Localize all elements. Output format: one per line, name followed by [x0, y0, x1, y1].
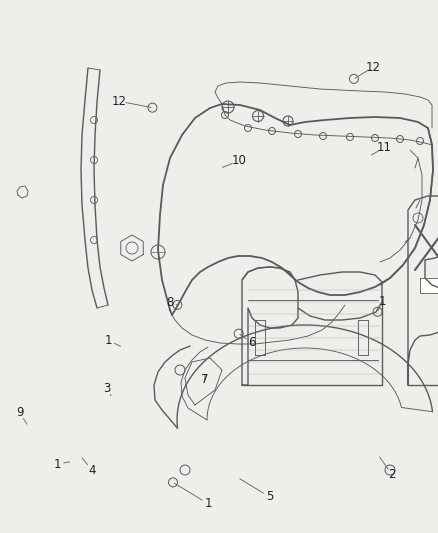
- Text: 8: 8: [166, 296, 173, 309]
- Text: 1: 1: [378, 295, 386, 308]
- Text: 7: 7: [201, 373, 209, 386]
- Text: 3: 3: [104, 382, 111, 394]
- Text: 4: 4: [88, 464, 96, 477]
- Text: 12: 12: [112, 95, 127, 108]
- Text: 2: 2: [388, 469, 396, 481]
- FancyBboxPatch shape: [420, 278, 438, 293]
- Text: 1: 1: [53, 458, 61, 471]
- Text: 12: 12: [366, 61, 381, 74]
- Text: 10: 10: [231, 155, 246, 167]
- Text: 1: 1: [104, 334, 112, 346]
- Text: 11: 11: [377, 141, 392, 154]
- Text: 1: 1: [204, 497, 212, 510]
- Text: 5: 5: [266, 490, 273, 503]
- Text: 6: 6: [248, 336, 256, 349]
- Text: 9: 9: [16, 406, 24, 419]
